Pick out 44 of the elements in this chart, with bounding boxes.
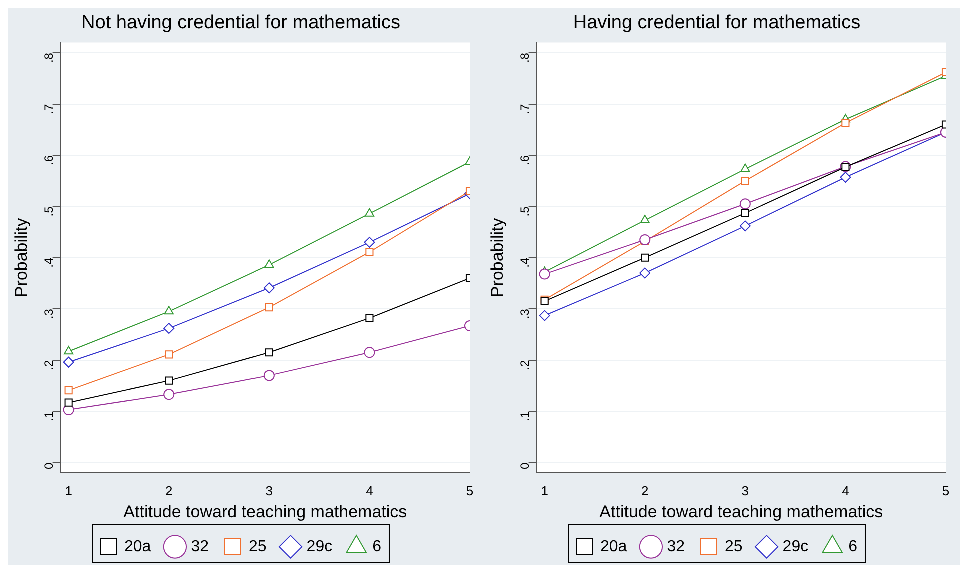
legend-label: 20a xyxy=(124,538,152,556)
legend-label: 25 xyxy=(725,538,743,556)
y-tick-label: .4 xyxy=(518,258,532,268)
x-tick-label: 4 xyxy=(842,483,850,498)
chart-title: Having credential for mathematics xyxy=(573,12,861,34)
y-tick-label: .6 xyxy=(518,155,532,166)
y-tick-label: .5 xyxy=(42,206,56,217)
legend-label: 32 xyxy=(191,538,210,556)
y-tick-label: .8 xyxy=(42,52,56,64)
y-tick-label: .4 xyxy=(42,258,56,268)
legend-label: 20a xyxy=(600,538,628,556)
x-tick-label: 5 xyxy=(466,483,474,498)
y-tick-label: .2 xyxy=(518,360,532,370)
legend-label: 29c xyxy=(782,538,809,556)
y-axis-title: Probability xyxy=(12,218,31,298)
x-tick-label: 1 xyxy=(541,483,548,498)
y-tick-label: .2 xyxy=(42,360,56,370)
y-tick-label: .5 xyxy=(518,206,532,217)
legend-label: 25 xyxy=(249,538,267,556)
y-tick-label: .1 xyxy=(42,411,56,422)
x-axis-title: Attitude toward teaching mathematics xyxy=(124,502,408,522)
y-tick-label: .6 xyxy=(42,155,56,166)
legend-label: 6 xyxy=(372,538,382,556)
x-tick-label: 2 xyxy=(642,483,649,498)
x-tick-label: 5 xyxy=(942,483,950,498)
chart-title: Not having credential for mathematics xyxy=(82,12,400,34)
y-tick-label: .1 xyxy=(518,411,532,422)
y-axis-title: Probability xyxy=(488,218,507,298)
legend-label: 6 xyxy=(848,538,858,556)
y-tick-label: .8 xyxy=(518,52,532,64)
x-tick-label: 4 xyxy=(366,483,374,498)
y-tick-label: 0 xyxy=(42,462,56,470)
legend-label: 32 xyxy=(667,538,686,556)
y-tick-label: .7 xyxy=(42,104,56,114)
y-tick-label: .3 xyxy=(42,308,56,320)
y-tick-label: .3 xyxy=(518,308,532,320)
x-tick-label: 2 xyxy=(166,483,173,498)
x-tick-label: 3 xyxy=(266,483,274,498)
y-tick-label: 0 xyxy=(518,462,532,470)
y-tick-label: .7 xyxy=(518,104,532,114)
x-tick-label: 3 xyxy=(742,483,750,498)
x-axis-title: Attitude toward teaching mathematics xyxy=(600,502,884,522)
x-tick-label: 1 xyxy=(65,483,72,498)
legend-label: 29c xyxy=(306,538,333,556)
